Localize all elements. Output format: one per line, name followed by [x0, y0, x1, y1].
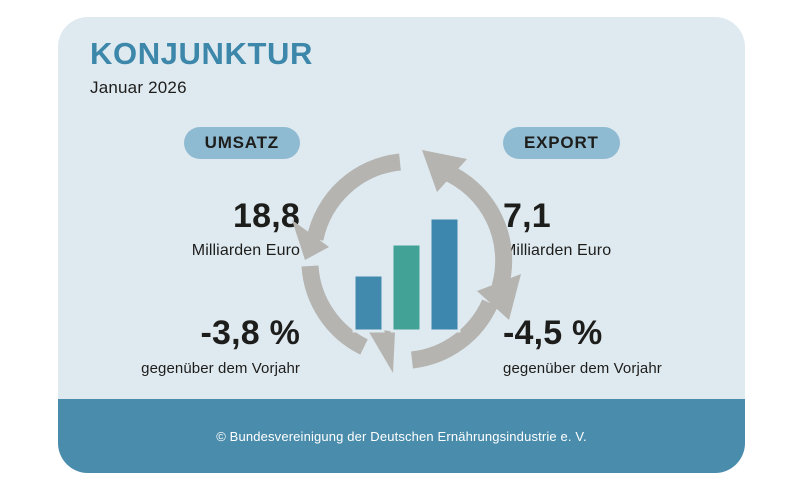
infographic-card: KONJUNKTUR Januar 2026 UMSATZ 18,8 Milli…: [58, 17, 745, 473]
status-badge-export: EXPORT: [503, 127, 620, 159]
cycle-arrow-arc-lower-left: [301, 265, 368, 355]
metric-change-caption-umsatz: gegenüber dem Vorjahr: [141, 360, 300, 377]
metric-change-group-export: -4,5 % gegenüber dem Vorjahr: [503, 316, 713, 376]
metric-value-group-umsatz: 18,8 Milliarden Euro: [90, 199, 300, 259]
cycle-arrow-arc-bottom-right: [410, 299, 498, 369]
page-title: KONJUNKTUR: [90, 36, 313, 71]
cycle-arrow-arc-upper-left: [306, 153, 402, 241]
cycle-arrow-group: [292, 150, 521, 373]
bar-chart-icon: [352, 216, 461, 333]
cycle-arrows-icon: [292, 150, 521, 373]
metric-unit-export: Milliarden Euro: [503, 242, 612, 259]
metric-value-umsatz: 18,8: [233, 197, 300, 235]
bar-2: [390, 242, 423, 333]
bar-1: [352, 273, 385, 333]
metric-value-export: 7,1: [503, 197, 551, 235]
copyright-text: © Bundesvereinigung der Deutschen Ernähr…: [216, 428, 587, 444]
metric-change-group-umsatz: -3,8 % gegenüber dem Vorjahr: [90, 316, 300, 376]
cycle-arrowhead-bottom: [366, 327, 395, 373]
cycle-arrow-arc-top-right: [440, 163, 513, 290]
metric-change-caption-export: gegenüber dem Vorjahr: [503, 360, 662, 377]
cycle-arrowhead-right: [477, 274, 521, 320]
header: KONJUNKTUR Januar 2026: [90, 36, 313, 98]
metric-change-umsatz: -3,8 %: [200, 314, 300, 352]
metric-column-umsatz: UMSATZ 18,8 Milliarden Euro -3,8 % gegen…: [90, 127, 300, 376]
metric-unit-umsatz: Milliarden Euro: [191, 242, 300, 259]
metric-value-group-export: 7,1 Milliarden Euro: [503, 199, 713, 259]
metric-change-export: -4,5 %: [503, 314, 603, 352]
cycle-arrowhead-top: [422, 150, 467, 192]
cycle-arrows-bar-chart-graphic: [281, 135, 531, 385]
page-subtitle: Januar 2026: [90, 77, 187, 97]
metric-column-export: EXPORT 7,1 Milliarden Euro -4,5 % gegenü…: [503, 127, 713, 376]
footer-bar: © Bundesvereinigung der Deutschen Ernähr…: [58, 399, 745, 473]
bar-3: [428, 216, 461, 333]
cycle-arrowhead-left: [292, 220, 329, 260]
status-badge-umsatz: UMSATZ: [183, 127, 300, 159]
